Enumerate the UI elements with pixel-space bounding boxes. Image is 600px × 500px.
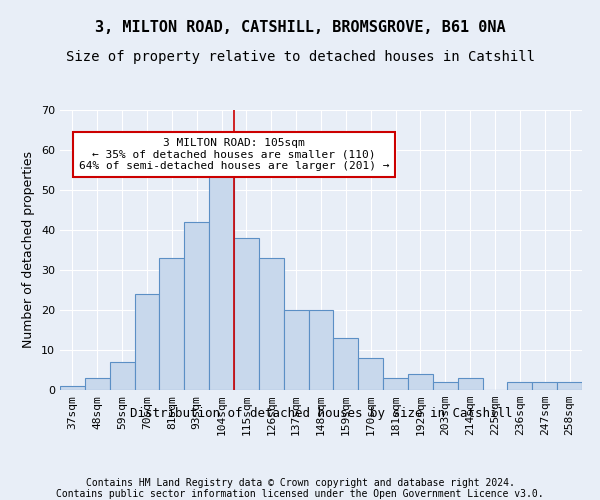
Text: Distribution of detached houses by size in Catshill: Distribution of detached houses by size …: [130, 408, 512, 420]
Bar: [433, 382, 458, 390]
Y-axis label: Number of detached properties: Number of detached properties: [22, 152, 35, 348]
Bar: [160, 258, 184, 390]
Bar: [308, 310, 334, 390]
Bar: [383, 378, 408, 390]
Bar: [110, 362, 134, 390]
Bar: [508, 382, 532, 390]
Bar: [234, 238, 259, 390]
Text: Contains HM Land Registry data © Crown copyright and database right 2024.: Contains HM Land Registry data © Crown c…: [86, 478, 514, 488]
Bar: [408, 374, 433, 390]
Bar: [184, 222, 209, 390]
Bar: [134, 294, 160, 390]
Bar: [60, 386, 85, 390]
Bar: [259, 258, 284, 390]
Text: Size of property relative to detached houses in Catshill: Size of property relative to detached ho…: [65, 50, 535, 64]
Bar: [85, 378, 110, 390]
Bar: [358, 358, 383, 390]
Bar: [209, 162, 234, 390]
Bar: [532, 382, 557, 390]
Text: Contains public sector information licensed under the Open Government Licence v3: Contains public sector information licen…: [56, 489, 544, 499]
Bar: [458, 378, 482, 390]
Text: 3, MILTON ROAD, CATSHILL, BROMSGROVE, B61 0NA: 3, MILTON ROAD, CATSHILL, BROMSGROVE, B6…: [95, 20, 505, 35]
Text: 3 MILTON ROAD: 105sqm
← 35% of detached houses are smaller (110)
64% of semi-det: 3 MILTON ROAD: 105sqm ← 35% of detached …: [79, 138, 389, 171]
Bar: [334, 338, 358, 390]
Bar: [557, 382, 582, 390]
Bar: [284, 310, 308, 390]
